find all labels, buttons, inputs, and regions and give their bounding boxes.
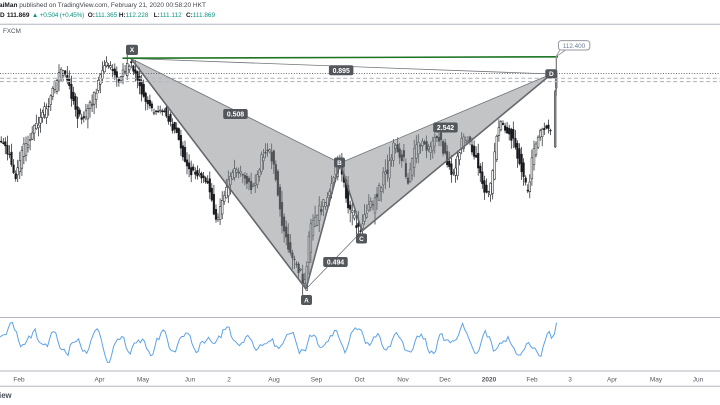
svg-text:May: May xyxy=(137,377,150,384)
svg-text:3: 3 xyxy=(568,377,572,384)
svg-text:112.400: 112.400 xyxy=(563,43,586,50)
svg-text:X: X xyxy=(130,47,135,54)
svg-text:May: May xyxy=(650,377,663,384)
svg-text:B: B xyxy=(337,160,342,167)
svg-text:2: 2 xyxy=(227,377,231,384)
svg-text:Feb: Feb xyxy=(13,377,25,384)
svg-text:Aug: Aug xyxy=(268,377,280,384)
svg-text:0.895: 0.895 xyxy=(333,68,350,75)
svg-text:A: A xyxy=(304,297,309,304)
svg-text:2020: 2020 xyxy=(482,377,497,384)
svg-text:Jun: Jun xyxy=(185,377,196,384)
svg-text:0.508: 0.508 xyxy=(227,112,244,119)
svg-text:Jun: Jun xyxy=(693,377,704,384)
svg-text:Sep: Sep xyxy=(311,377,323,384)
svg-text:Oct: Oct xyxy=(354,377,364,384)
svg-text:D: D xyxy=(549,71,554,78)
svg-text:Apr: Apr xyxy=(94,377,105,384)
svg-text:C: C xyxy=(359,236,364,243)
svg-text:0.494: 0.494 xyxy=(327,260,344,267)
svg-text:2.542: 2.542 xyxy=(437,125,454,132)
svg-text:Feb: Feb xyxy=(526,377,538,384)
svg-text:Dec: Dec xyxy=(439,377,451,384)
svg-text:Nov: Nov xyxy=(397,377,409,384)
svg-text:Apr: Apr xyxy=(607,377,618,384)
